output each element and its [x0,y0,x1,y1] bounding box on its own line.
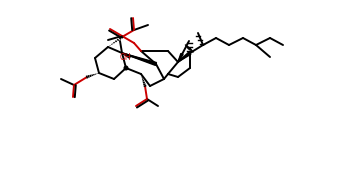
Polygon shape [122,53,131,58]
Polygon shape [122,53,156,65]
Polygon shape [178,53,183,62]
Polygon shape [178,52,191,62]
Text: OH: OH [119,53,131,62]
Circle shape [124,66,128,70]
